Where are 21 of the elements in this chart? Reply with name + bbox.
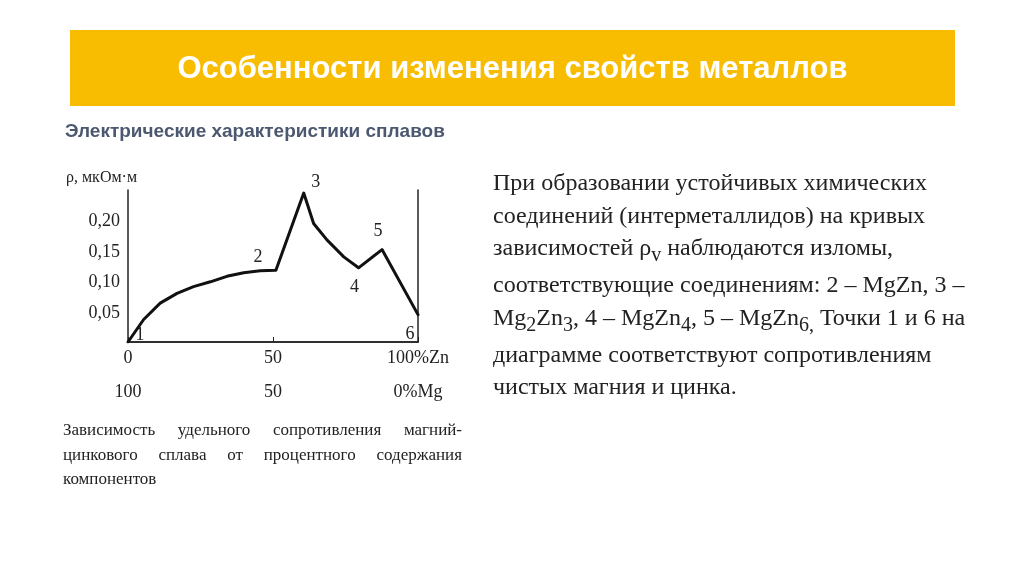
annotation: 3 — [311, 171, 321, 192]
text: Особенности изменения свойств металлов — [70, 30, 955, 106]
y-tick-label: 0,20 — [88, 210, 120, 231]
y-tick-label: 0,10 — [88, 271, 120, 292]
annotation: 5 — [373, 219, 383, 240]
y-axis-title: ρ, мкОм·м — [66, 167, 138, 186]
x2-tick-label: 0%Mg — [393, 381, 443, 401]
text: При образовании устойчивых химических соединений (интерметаллидов) на кривых зависимостей ρ$_{v}$ наблюдаются изломы, соответствующие соединениям: 2 – MgZn, 3 – Mg$_{2}$Zn$_{3}$, 4 – MgZn$_{4}$, 5 – MgZn$_{6,}$ Точки 1 и 6 на диаграмме соответствуют сопротивлениям чистых магния и цинка. — [493, 169, 966, 400]
annotation: 2 — [253, 246, 263, 267]
annotation: 6 — [405, 322, 415, 343]
x-tick-label: 50 — [264, 347, 282, 367]
x-tick-label: 100%Zn — [387, 347, 449, 367]
y-tick-label: 0,05 — [88, 301, 120, 322]
chart-subtitle: Электрические характеристики сплавов — [65, 120, 445, 142]
annotation: 4 — [350, 275, 360, 296]
x2-tick-label: 50 — [264, 381, 282, 401]
x-tick-label: 0 — [123, 347, 133, 367]
line-series — [126, 191, 420, 344]
text: Зависимость удельного сопротивления магний-цинкового сплава от процентного содержания компонентов — [63, 419, 462, 491]
x2-tick-label: 100 — [114, 381, 142, 401]
y-tick-label: 0,15 — [88, 240, 120, 261]
